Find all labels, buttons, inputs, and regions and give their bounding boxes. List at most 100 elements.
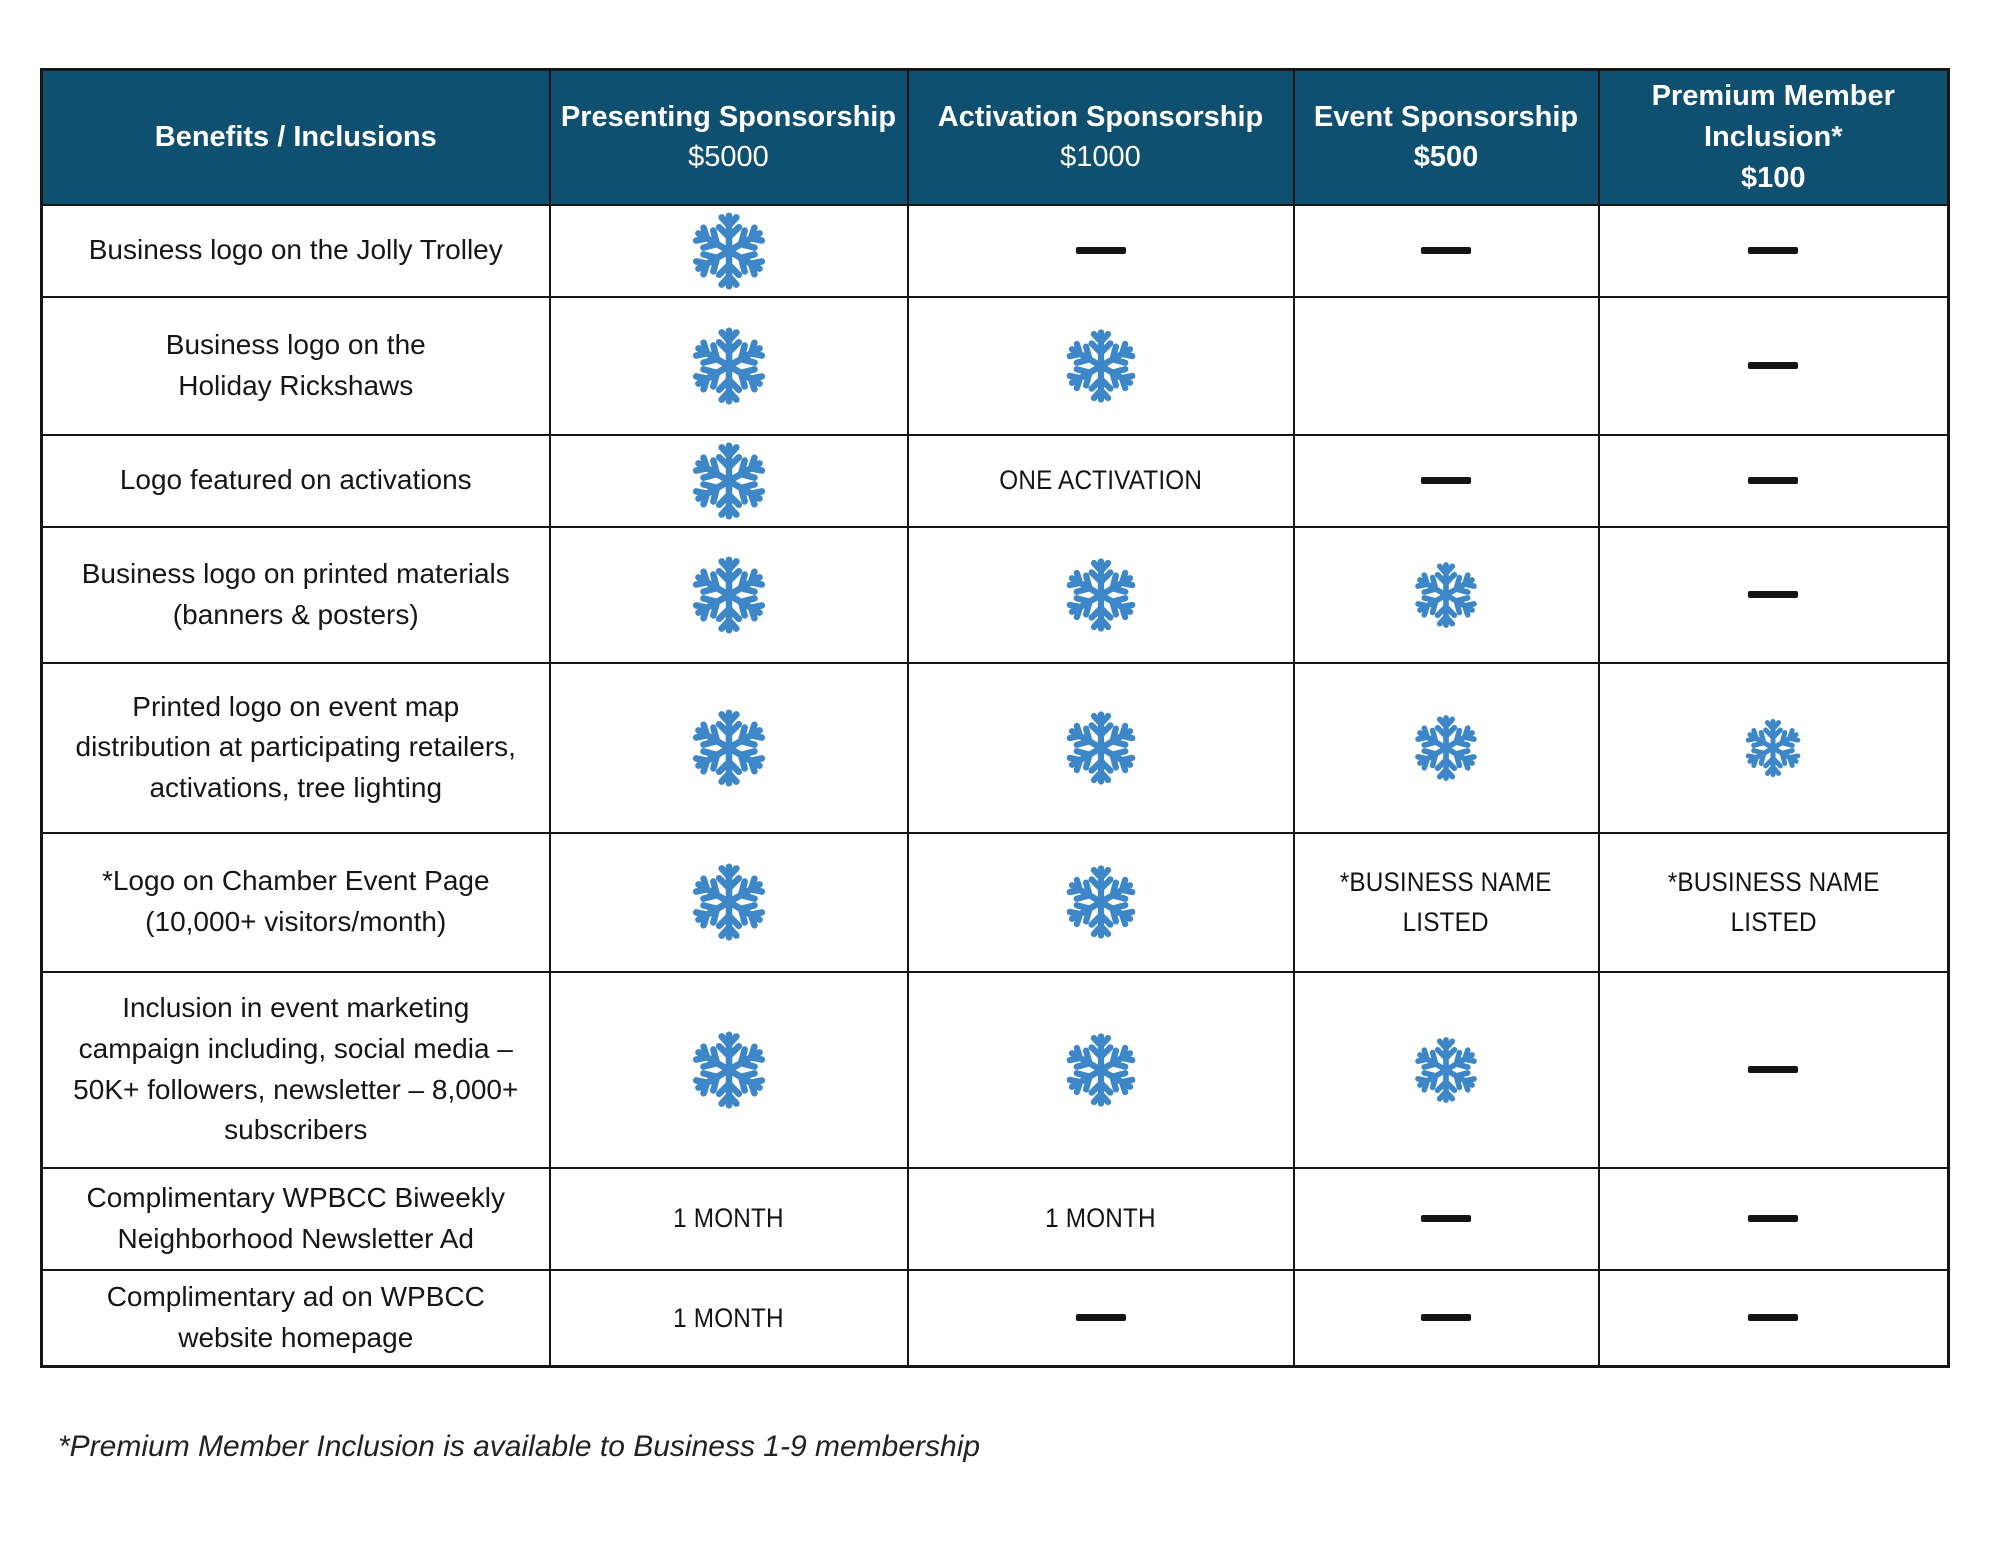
tier-cell xyxy=(906,1268,1295,1368)
tier-cell xyxy=(1597,433,1950,528)
table-row: *Logo on Chamber Event Page (10,000+ vis… xyxy=(40,831,1950,973)
column-price: $500 xyxy=(1413,141,1479,174)
table-row: Logo featured on activations ONE ACTIVATI… xyxy=(40,433,1950,528)
tier-column-header: Activation Sponsorship $1000 xyxy=(906,68,1295,206)
tier-cell xyxy=(1292,970,1600,1169)
tier-cell xyxy=(548,525,909,664)
tier-cell xyxy=(1292,1166,1600,1271)
column-price: $100 xyxy=(1740,161,1806,194)
table-row: Business logo on the Holiday Rickshaws xyxy=(40,295,1950,436)
not-included-dash-icon xyxy=(1421,246,1471,254)
tier-cell xyxy=(1597,203,1950,298)
table-row: Business logo on printed materials (bann… xyxy=(40,525,1950,664)
tier-cell xyxy=(1597,970,1950,1169)
tier-cell xyxy=(1597,661,1950,834)
benefit-cell: Printed logo on event map distribution a… xyxy=(40,661,551,834)
column-title: Benefits / Inclusions xyxy=(154,120,437,153)
sponsorship-benefits-table: Benefits / Inclusions Presenting Sponsors… xyxy=(40,68,1950,1368)
not-included-dash-icon xyxy=(1421,1214,1471,1222)
benefit-cell: Inclusion in event marketing campaign in… xyxy=(40,970,551,1169)
snowflake-icon xyxy=(1742,717,1804,779)
benefit-cell: Business logo on the Holiday Rickshaws xyxy=(40,295,551,436)
not-included-dash-icon xyxy=(1421,1314,1471,1322)
snowflake-icon xyxy=(1411,560,1481,630)
table-row: Complimentary ad on WPBCC website homepa… xyxy=(40,1268,1950,1368)
column-price: $1000 xyxy=(1060,141,1141,174)
tier-column-header: Presenting Sponsorship $5000 xyxy=(548,68,909,206)
table-row: Business logo on the Jolly Trolley xyxy=(40,203,1950,298)
tier-cell: *BUSINESS NAME LISTED xyxy=(1292,831,1600,973)
tier-cell-text: ONE ACTIVATION xyxy=(999,465,1202,496)
tier-cell-text: 1 MONTH xyxy=(1045,1203,1156,1234)
tier-cell: *BUSINESS NAME LISTED xyxy=(1597,831,1950,973)
snowflake-icon xyxy=(1062,709,1140,787)
tier-column-header: Premium Member Inclusion* $100 xyxy=(1597,68,1950,206)
benefit-cell: Complimentary WPBCC Biweekly Neighborhoo… xyxy=(40,1166,551,1271)
not-included-dash-icon xyxy=(1748,590,1799,598)
not-included-dash-icon xyxy=(1748,246,1799,254)
tier-cell-text: 1 MONTH xyxy=(673,1302,784,1333)
premium-member-footnote: *Premium Member Inclusion is available t… xyxy=(58,1430,981,1463)
table-body: Business logo on the Jolly Trolley Busine… xyxy=(40,203,1950,1368)
table-header: Benefits / Inclusions Presenting Sponsors… xyxy=(40,68,1950,206)
column-title: Premium Member Inclusion* xyxy=(1651,80,1895,153)
tier-cell xyxy=(1597,525,1950,664)
tier-cell xyxy=(548,203,909,298)
not-included-dash-icon xyxy=(1421,476,1471,484)
benefit-cell: *Logo on Chamber Event Page (10,000+ vis… xyxy=(40,831,551,973)
tier-cell xyxy=(906,203,1295,298)
table-row: Inclusion in event marketing campaign in… xyxy=(40,970,1950,1169)
tier-cell xyxy=(1292,203,1600,298)
snowflake-icon xyxy=(1062,863,1140,941)
benefit-cell: Business logo on the Jolly Trolley xyxy=(40,203,551,298)
snowflake-icon xyxy=(1411,713,1481,783)
snowflake-icon xyxy=(688,554,770,636)
snowflake-icon xyxy=(688,707,770,789)
snowflake-icon xyxy=(688,861,770,943)
tier-cell-text: *BUSINESS NAME LISTED xyxy=(1667,866,1880,938)
not-included-dash-icon xyxy=(1748,361,1799,369)
snowflake-icon xyxy=(688,210,770,292)
tier-cell: 1 MONTH xyxy=(906,1166,1295,1271)
column-title: Presenting Sponsorship xyxy=(560,100,897,133)
column-price: $5000 xyxy=(688,141,769,174)
not-included-dash-icon xyxy=(1075,1314,1126,1322)
tier-cell xyxy=(1292,295,1600,436)
not-included-dash-icon xyxy=(1075,246,1126,254)
tier-cell xyxy=(1292,433,1600,528)
tier-cell xyxy=(906,831,1295,973)
tier-cell: 1 MONTH xyxy=(548,1268,909,1368)
tier-cell xyxy=(906,295,1295,436)
snowflake-icon xyxy=(688,440,770,522)
benefit-cell: Logo featured on activations xyxy=(40,433,551,528)
tier-cell xyxy=(548,970,909,1169)
tier-cell xyxy=(548,831,909,973)
benefit-cell: Complimentary ad on WPBCC website homepa… xyxy=(40,1268,551,1368)
tier-cell xyxy=(548,661,909,834)
tier-cell-text: 1 MONTH xyxy=(673,1203,784,1234)
column-title: Activation Sponsorship xyxy=(937,100,1264,133)
not-included-dash-icon xyxy=(1748,1314,1799,1322)
snowflake-icon xyxy=(688,1029,770,1111)
not-included-dash-icon xyxy=(1748,1214,1799,1222)
tier-cell xyxy=(1292,661,1600,834)
tier-cell xyxy=(1597,295,1950,436)
benefits-column-header: Benefits / Inclusions xyxy=(40,68,551,206)
snowflake-icon xyxy=(1062,556,1140,634)
tier-cell: ONE ACTIVATION xyxy=(906,433,1295,528)
table-row: Printed logo on event map distribution a… xyxy=(40,661,1950,834)
tier-cell xyxy=(1597,1166,1950,1271)
table-row: Complimentary WPBCC Biweekly Neighborhoo… xyxy=(40,1166,1950,1271)
tier-cell xyxy=(906,661,1295,834)
snowflake-icon xyxy=(1411,1035,1481,1105)
column-title: Event Sponsorship xyxy=(1313,100,1579,133)
header-row: Benefits / Inclusions Presenting Sponsors… xyxy=(40,68,1950,206)
tier-cell xyxy=(1292,525,1600,664)
snowflake-icon xyxy=(1062,1031,1140,1109)
benefit-cell: Business logo on printed materials (bann… xyxy=(40,525,551,664)
tier-cell xyxy=(1292,1268,1600,1368)
tier-cell xyxy=(1597,1268,1950,1368)
tier-cell xyxy=(906,525,1295,664)
tier-column-header: Event Sponsorship $500 xyxy=(1292,68,1600,206)
